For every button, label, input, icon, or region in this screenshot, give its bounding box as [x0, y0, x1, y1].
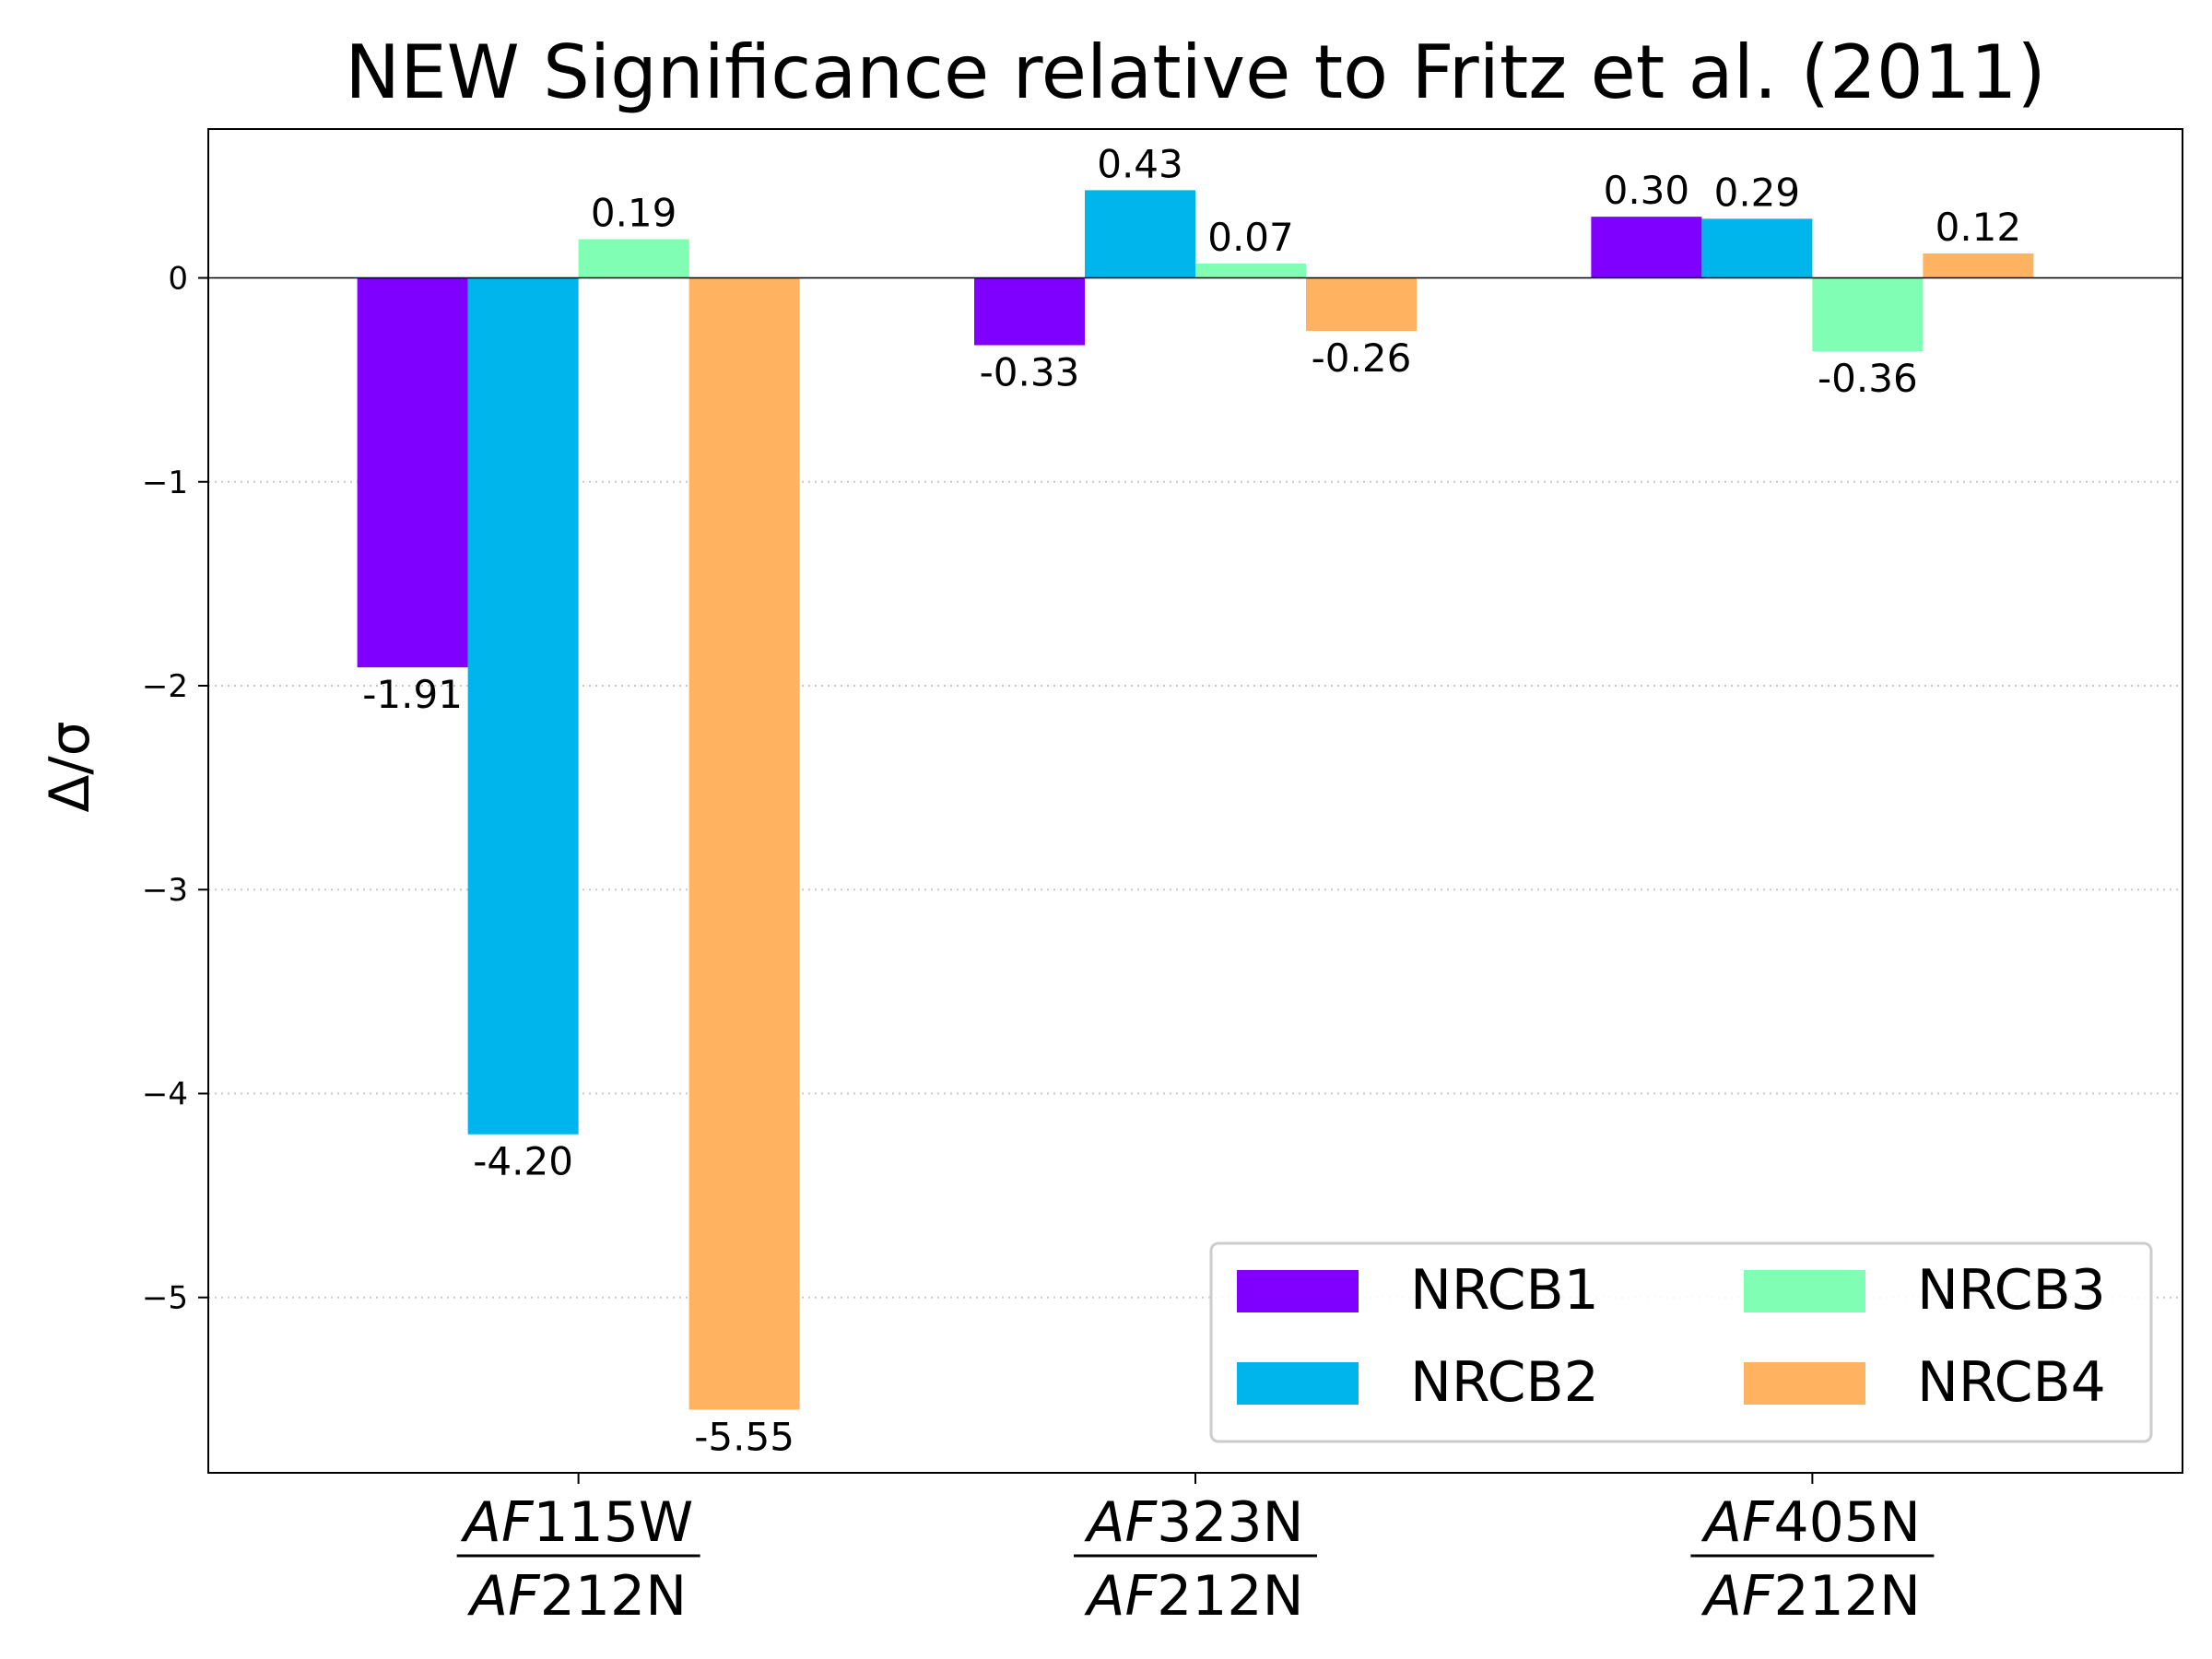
- x-tick-denominator: AF212N: [466, 1564, 687, 1629]
- bar-labels: -1.91 -0.33 0.30 -4.20 0.43 0.29 0.19 0.07 -0.36…: [362, 141, 2021, 1459]
- legend-swatch: [1744, 1270, 1865, 1312]
- x-tick-numerator: AF405N: [1700, 1490, 1921, 1555]
- bar-value-label: 0.19: [591, 190, 677, 235]
- bar-value-label: -0.36: [1818, 356, 1918, 401]
- bar: [467, 277, 579, 1135]
- legend-label: NRCB3: [1917, 1258, 2106, 1323]
- bar: [1591, 217, 1702, 278]
- legend-swatch: [1744, 1362, 1865, 1405]
- y-tick-label: −5: [142, 1280, 188, 1317]
- x-tick-numerator: AF115W: [460, 1490, 693, 1555]
- legend-label: NRCB4: [1917, 1350, 2106, 1415]
- bar-value-label: -0.33: [980, 350, 1080, 395]
- y-tick-label: −2: [142, 668, 188, 705]
- bar: [578, 239, 689, 278]
- x-ticks: AF115W AF212N AF323N AF212N AF405N AF212N: [456, 1473, 1935, 1629]
- bars: [357, 190, 2034, 1410]
- bar: [1812, 277, 1924, 352]
- legend-swatch: [1237, 1270, 1359, 1312]
- bar-value-label: 0.30: [1604, 168, 1690, 213]
- chart-title: NEW Significance relative to Fritz et al…: [345, 29, 2046, 115]
- bar: [357, 277, 468, 668]
- y-ticks: 0 −1 −2 −3 −4 −5: [142, 261, 208, 1317]
- bar-value-label: 0.12: [1936, 205, 2022, 250]
- y-tick-label: 0: [168, 261, 188, 298]
- legend-label: NRCB1: [1410, 1258, 1599, 1323]
- y-tick-label: −1: [142, 465, 188, 501]
- legend: NRCB1 NRCB2 NRCB3 NRCB4: [1209, 1241, 2153, 1443]
- y-tick-label: −4: [142, 1076, 188, 1112]
- bar-value-label: -5.55: [694, 1414, 794, 1459]
- bar: [974, 277, 1085, 346]
- bar-value-label: -4.20: [473, 1139, 573, 1184]
- bar-value-label: 0.07: [1207, 215, 1294, 260]
- x-tick-numerator: AF323N: [1084, 1490, 1304, 1555]
- bar-value-label: -1.91: [362, 672, 463, 717]
- bar-value-label: 0.43: [1097, 141, 1183, 186]
- x-tick-denominator: AF212N: [1084, 1564, 1304, 1629]
- legend-label: NRCB2: [1410, 1350, 1599, 1415]
- legend-swatch: [1237, 1362, 1359, 1405]
- bar: [688, 277, 800, 1410]
- bar: [1195, 264, 1306, 278]
- bar-value-label: 0.29: [1714, 170, 1801, 215]
- y-axis-label: Δ/σ: [38, 721, 102, 812]
- bar: [1085, 190, 1195, 278]
- bar: [1306, 277, 1417, 332]
- bar: [1923, 253, 2034, 278]
- legend-box: [1209, 1241, 2153, 1443]
- bar-value-label: -0.26: [1312, 335, 1412, 381]
- x-tick-denominator: AF212N: [1700, 1564, 1921, 1629]
- y-tick-label: −3: [142, 872, 188, 909]
- bar: [1701, 218, 1813, 278]
